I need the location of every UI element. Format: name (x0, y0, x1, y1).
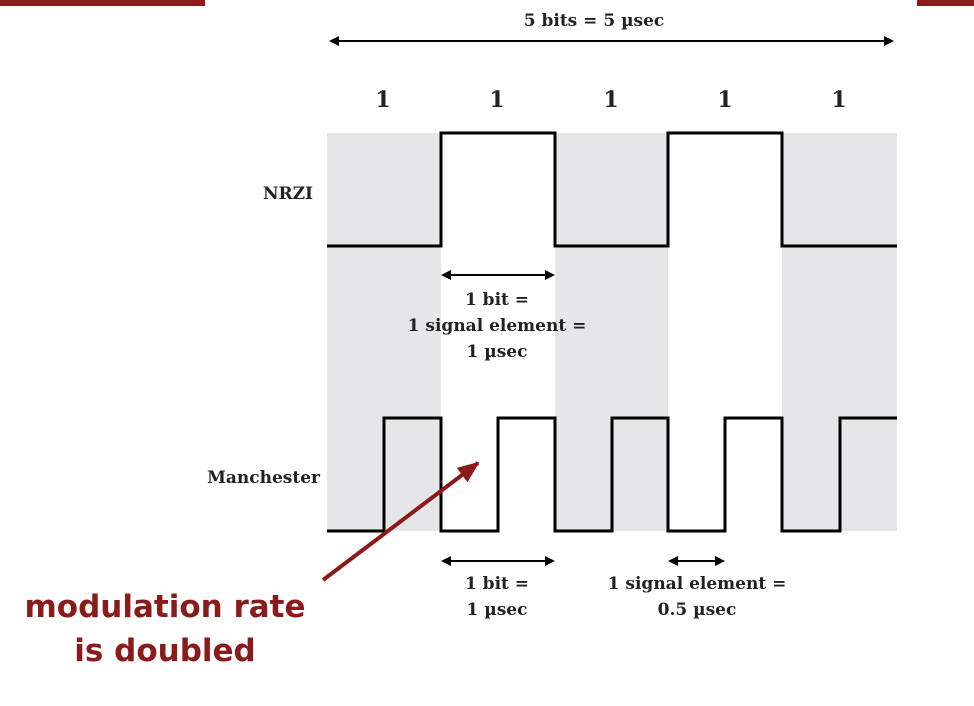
bit-value-3: 1 (603, 87, 618, 113)
caption-line-1: modulation rate (24, 589, 306, 625)
total-span-label: 5 bits = 5 µsec (524, 11, 665, 31)
callout-arrow (321, 461, 480, 582)
bit-value-2: 1 (489, 87, 504, 113)
manchester-bit-annotation-line-1: 1 bit = (465, 574, 529, 594)
manchester-bit-annotation-line-2: 1 µsec (467, 600, 528, 620)
nrzi-annotation-line-2: 1 signal element = (408, 316, 587, 336)
manchester-element-annotation-line-1: 1 signal element = (608, 574, 787, 594)
manchester-label: Manchester (207, 468, 321, 488)
nrzi-waveform (327, 131, 897, 248)
top-bar-gap (205, 0, 917, 6)
manchester-waveform (327, 416, 897, 533)
manchester-element-annotation-line-2: 0.5 µsec (658, 600, 737, 620)
bit-value-1: 1 (375, 87, 390, 113)
nrzi-annotation-line-1: 1 bit = (465, 290, 529, 310)
modulation-rate-caption: modulation rate is doubled (0, 585, 330, 673)
nrzi-annotation-line-3: 1 µsec (467, 342, 528, 362)
nrzi-label: NRZI (263, 184, 313, 204)
caption-line-2: is doubled (74, 633, 256, 669)
bit-value-5: 1 (831, 87, 846, 113)
bit-value-4: 1 (717, 87, 732, 113)
